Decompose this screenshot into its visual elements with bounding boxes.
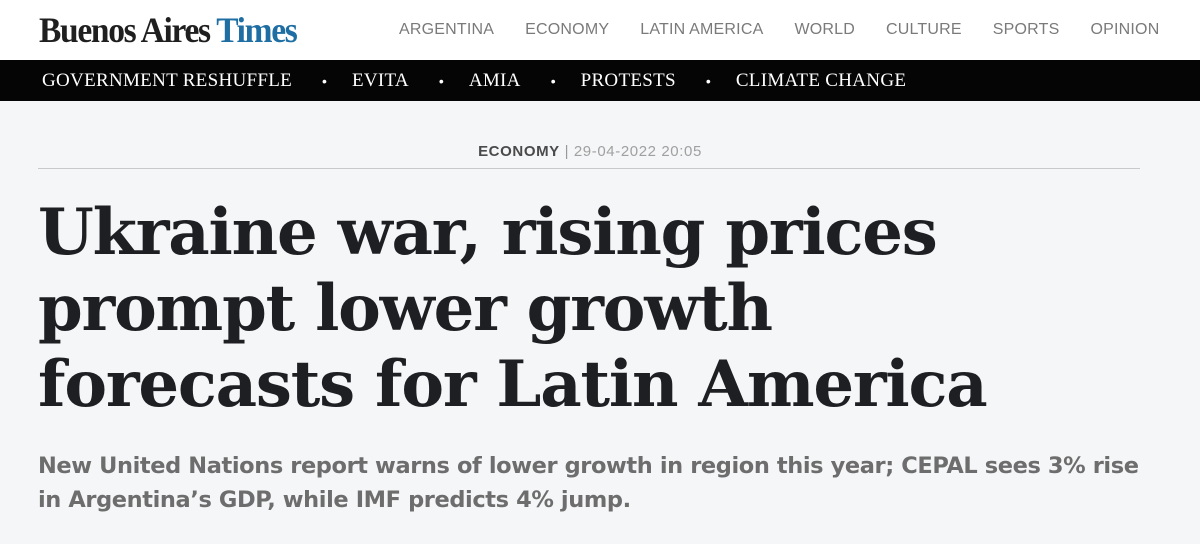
trending-item-protests[interactable]: PROTESTS (580, 69, 676, 91)
nav-item-world[interactable]: WORLD (794, 21, 856, 38)
nav-item-economy[interactable]: ECONOMY (525, 21, 610, 38)
article: ECONOMY | 29-04-2022 20:05 Ukraine war, … (0, 101, 1200, 544)
article-headline: Ukraine war, rising prices prompt lower … (38, 195, 1158, 423)
main-nav: ARGENTINA ECONOMY LATIN AMERICA WORLD CU… (399, 0, 1159, 60)
article-section-link[interactable]: ECONOMY (478, 143, 560, 160)
article-meta: ECONOMY | 29-04-2022 20:05 (0, 143, 1180, 160)
headline-line: Ukraine war, rising prices (38, 195, 938, 270)
standfirst-line: in Argentina’s GDP, while IMF predicts 4… (38, 487, 631, 513)
article-date: 29-04-2022 20:05 (573, 143, 702, 160)
trending-separator: • (322, 72, 327, 89)
article-standfirst: New United Nations report warns of lower… (38, 449, 1168, 517)
meta-divider (38, 168, 1140, 169)
headline-line: prompt lower growth (38, 271, 773, 346)
trending-item-amia[interactable]: AMIA (468, 69, 521, 91)
trending-topics-bar: GOVERNMENT RESHUFFLE • EVITA • AMIA • PR… (0, 60, 1200, 101)
trending-separator: • (438, 72, 444, 89)
logo-text-primary: Buenos Aires (39, 10, 211, 50)
nav-item-culture[interactable]: CULTURE (886, 21, 962, 38)
trending-item-evita[interactable]: EVITA (351, 69, 409, 91)
headline-line: forecasts for Latin America (38, 347, 988, 422)
trending-item-climate-change[interactable]: CLIMATE CHANGE (735, 69, 907, 91)
meta-separator: | (564, 143, 570, 160)
site-logo[interactable]: Buenos Aires Times (39, 9, 298, 51)
trending-separator: • (705, 72, 711, 89)
standfirst-line: New United Nations report warns of lower… (38, 453, 1139, 479)
site-header: Buenos Aires Times ARGENTINA ECONOMY LAT… (0, 0, 1200, 60)
trending-item-government-reshuffle[interactable]: GOVERNMENT RESHUFFLE (42, 69, 293, 91)
nav-item-latin-america[interactable]: LATIN AMERICA (640, 21, 764, 38)
nav-item-argentina[interactable]: ARGENTINA (399, 21, 495, 38)
nav-item-opinion[interactable]: OPINION (1090, 21, 1160, 38)
logo-text-accent: Times (216, 10, 298, 50)
trending-separator: • (550, 72, 556, 89)
nav-item-sports[interactable]: SPORTS (992, 21, 1060, 38)
